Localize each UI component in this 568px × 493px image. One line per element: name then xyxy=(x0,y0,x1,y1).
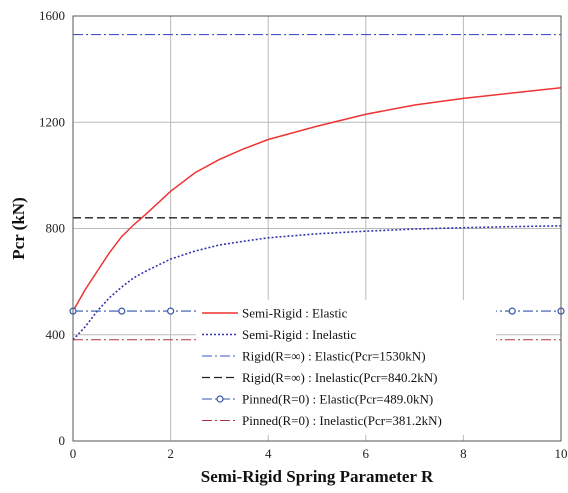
y-tick-label: 400 xyxy=(46,327,66,342)
x-tick-label: 6 xyxy=(363,446,370,461)
legend-label: Semi-Rigid : Elastic xyxy=(242,306,348,321)
x-tick-label: 10 xyxy=(555,446,568,461)
legend: Semi-Rigid : Elastic Semi-Rigid : Inelast… xyxy=(196,300,496,435)
y-tick-label: 1600 xyxy=(39,8,65,23)
series-marker xyxy=(167,307,175,315)
series-line-0 xyxy=(72,86,562,312)
x-tick-label: 0 xyxy=(70,446,77,461)
series-marker xyxy=(118,307,126,315)
legend-label: Rigid(R=∞) : Inelastic(Pcr=840.2kN) xyxy=(242,370,437,385)
y-tick-label: 1200 xyxy=(39,114,65,129)
series-marker xyxy=(508,307,516,315)
x-tick-label: 8 xyxy=(460,446,467,461)
series-group xyxy=(69,34,565,341)
y-tick-label: 800 xyxy=(46,221,66,236)
legend-label: Pinned(R=0) : Elastic(Pcr=489.0kN) xyxy=(242,392,433,407)
legend-label: Pinned(R=0) : Inelastic(Pcr=381.2kN) xyxy=(242,413,442,428)
y-tick-label: 0 xyxy=(59,433,66,448)
legend-label: Rigid(R=∞) : Elastic(Pcr=1530kN) xyxy=(242,349,426,364)
y-axis-title: Pcr (kN) xyxy=(9,197,28,259)
legend-box xyxy=(196,300,496,435)
plot-frame xyxy=(72,15,562,442)
x-axis-title: Semi-Rigid Spring Parameter R xyxy=(201,467,434,486)
legend-marker xyxy=(216,395,224,403)
x-tick-label: 2 xyxy=(167,446,174,461)
series-line-1 xyxy=(72,225,562,341)
legend-label: Semi-Rigid : Inelastic xyxy=(242,327,356,342)
tick-labels: 0 2 4 6 8 10 0 400 800 1200 1600 xyxy=(39,8,568,461)
x-tick-label: 4 xyxy=(265,446,272,461)
